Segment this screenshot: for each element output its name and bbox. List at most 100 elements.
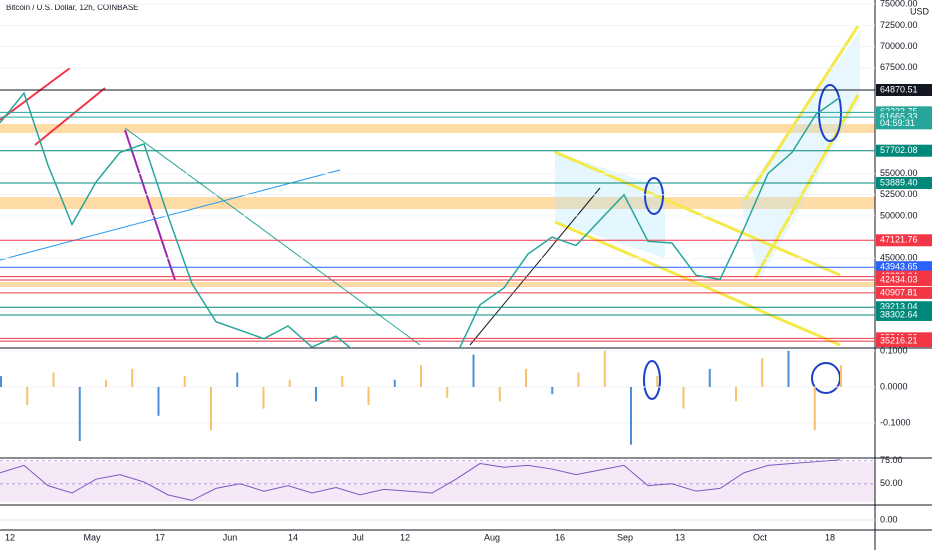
oscillator-bar — [787, 350, 790, 387]
price-line — [0, 91, 841, 348]
level-label: 43943.65 — [880, 262, 918, 272]
oscillator-bar — [551, 386, 554, 395]
oscillator-bar — [183, 376, 186, 387]
oscillator-bar — [446, 386, 449, 398]
y-tick-label: -0.1000 — [880, 417, 911, 427]
zone — [0, 197, 875, 209]
oscillator-bar — [210, 386, 212, 431]
rsi-line — [0, 459, 841, 501]
trend-line — [0, 169, 341, 261]
price-pane — [0, 91, 841, 348]
rsi-band — [0, 462, 875, 502]
x-tick-label: Aug — [484, 532, 500, 542]
y-tick-label: 67500.00 — [880, 62, 918, 72]
level-label: 35216.21 — [880, 335, 918, 345]
oscillator-bar — [656, 376, 659, 387]
x-tick-label: 14 — [288, 532, 298, 542]
oscillator-bar — [52, 372, 55, 387]
oscillator-bar — [577, 372, 580, 387]
zone — [0, 282, 875, 287]
y-tick-label: 75000.00 — [880, 0, 918, 9]
y-tick-label: 72500.00 — [880, 20, 918, 30]
oscillator-bar — [131, 368, 134, 387]
level-label: 38302.64 — [880, 309, 918, 319]
level-label-bg — [876, 308, 932, 321]
trend-line — [124, 129, 176, 281]
level-label: 39213.04 — [880, 302, 918, 312]
level-label-bg — [876, 335, 932, 348]
oscillator-bar — [420, 365, 422, 387]
oscillator-bar — [105, 379, 107, 387]
oscillator-bar — [262, 386, 265, 409]
y-tick-label: 50.00 — [880, 478, 903, 488]
oscillator-bar — [236, 372, 239, 387]
oscillator-bar — [498, 386, 501, 402]
x-tick-label: 12 — [400, 532, 410, 542]
x-tick-label: 13 — [675, 532, 685, 542]
channel-fill — [740, 30, 860, 280]
oscillator-bar — [288, 379, 291, 387]
oscillator-bar — [393, 379, 396, 387]
oscillator-bar — [840, 365, 842, 387]
level-label: 61665.33 — [880, 112, 918, 122]
highlight-circle — [643, 360, 661, 400]
countdown: 04:59:31 — [880, 118, 915, 128]
y-tick-label: 70000.00 — [880, 41, 918, 51]
oscillator-bar — [603, 350, 606, 387]
oscillator-bar — [315, 386, 317, 402]
y-tick-label: 45000.00 — [880, 253, 918, 263]
y-tick-label: 52500.00 — [880, 189, 918, 199]
channel-line — [743, 25, 860, 201]
oscillator-bar — [761, 358, 764, 387]
level-label-bg — [876, 286, 932, 299]
oscillator-bar — [0, 376, 2, 387]
oscillator-bar — [735, 386, 737, 402]
channel-line — [554, 220, 841, 347]
level-label-bg — [876, 176, 932, 189]
channel-line — [554, 150, 841, 277]
level-label-bg — [876, 261, 932, 274]
x-tick-label: May — [83, 532, 101, 542]
y-tick-label: 75.00 — [880, 455, 903, 465]
level-label-bg — [876, 144, 932, 157]
oscillator-bar — [341, 376, 344, 387]
highlight-circle — [644, 177, 664, 215]
y-tick-label: 55000.00 — [880, 168, 918, 178]
level-label-bg — [876, 273, 932, 286]
countdown-bg — [876, 118, 932, 130]
oscillator-bar — [78, 386, 81, 442]
trend-line — [0, 67, 71, 121]
oscillator-bar — [682, 386, 685, 409]
level-label: 40907.81 — [880, 287, 918, 297]
oscillator-bar — [157, 386, 160, 416]
x-tick-label: 12 — [5, 532, 15, 542]
oscillator-bar — [708, 368, 711, 387]
trend-line — [469, 187, 601, 346]
currency: USD — [910, 6, 930, 16]
oscillator-bar — [630, 386, 632, 445]
y-tick-label: 0.0000 — [880, 381, 908, 391]
oscillator-bar — [367, 386, 370, 405]
channel-fill — [555, 152, 665, 258]
x-tick-label: 17 — [155, 532, 165, 542]
level-label: 64870.51 — [880, 84, 918, 94]
trend-line — [124, 127, 421, 346]
x-tick-label: Jul — [352, 532, 364, 542]
y-tick-label: 0.00 — [880, 514, 898, 524]
oscillator-bar — [813, 386, 816, 431]
level-label-bg — [876, 84, 932, 97]
oscillator-bar — [26, 386, 29, 405]
x-tick-label: 16 — [555, 532, 565, 542]
level-label-bg — [876, 234, 932, 247]
level-label: 57702.08 — [880, 145, 918, 155]
x-tick-label: 18 — [825, 532, 835, 542]
level-label: 47121.76 — [880, 235, 918, 245]
level-label: 42434.03 — [880, 274, 918, 284]
x-tick-label: Sep — [617, 532, 633, 542]
oscillator-bar — [525, 368, 527, 387]
y-tick-label: 0.1000 — [880, 345, 908, 355]
chart-title: Bitcoin / U.S. Dollar, 12h, COINBASE — [6, 3, 139, 12]
trend-line — [34, 87, 106, 146]
x-tick-label: Jun — [223, 532, 238, 542]
